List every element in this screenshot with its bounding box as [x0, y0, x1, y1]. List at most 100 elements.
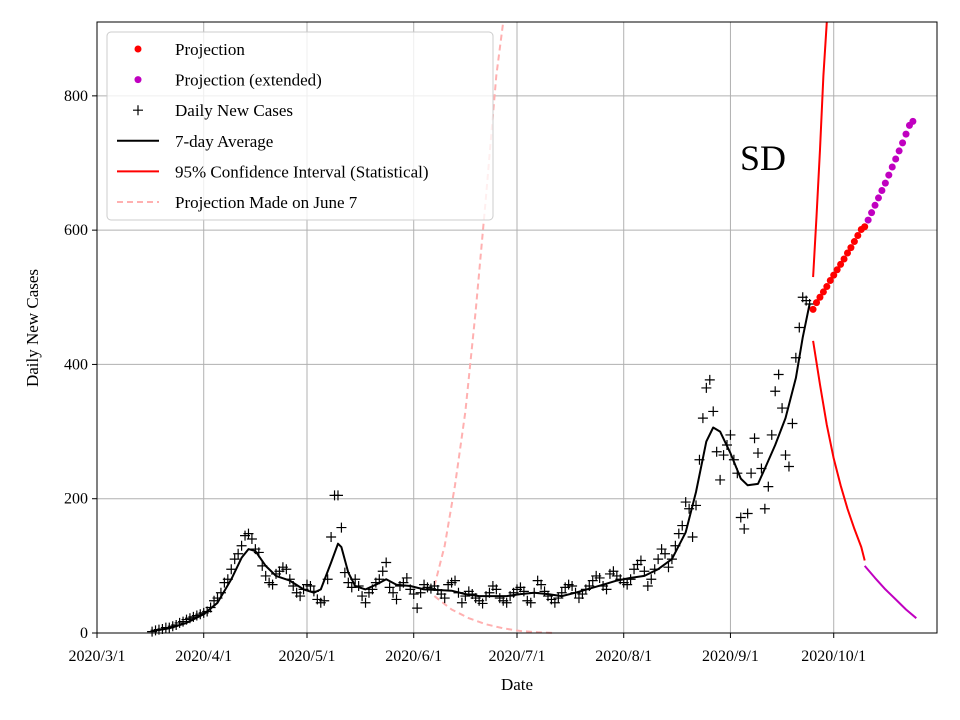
daily-case-marker: [739, 523, 750, 534]
projection-extended-point: [878, 187, 886, 195]
legend-label: Daily New Cases: [175, 101, 293, 120]
y-tick-label: 400: [64, 356, 88, 373]
projection-point: [819, 288, 827, 296]
daily-case-marker: [491, 584, 502, 595]
daily-case-marker: [525, 597, 536, 608]
daily-case-marker: [663, 562, 674, 573]
daily-case-marker: [677, 520, 688, 531]
projection-point: [854, 232, 862, 240]
x-tick-label: 2020/9/1: [702, 648, 759, 665]
daily-case-marker: [267, 579, 278, 590]
daily-case-marker: [780, 450, 791, 461]
daily-case-marker: [622, 579, 633, 590]
projection-point: [843, 249, 851, 257]
projection-extended-point: [868, 209, 876, 217]
daily-case-marker: [281, 564, 292, 575]
y-tick-label: 200: [64, 491, 88, 508]
daily-case-marker: [260, 570, 271, 581]
daily-case-marker: [759, 503, 770, 514]
projection-extended-point: [881, 179, 889, 187]
daily-case-marker: [594, 572, 605, 583]
x-axis-label: Date: [501, 675, 533, 694]
daily-case-marker: [439, 593, 450, 604]
projection-extended-point: [902, 130, 910, 138]
daily-case-marker: [477, 598, 488, 609]
ci-upper-line: [812, 21, 828, 278]
daily-case-marker: [229, 554, 240, 565]
projection-point: [861, 223, 869, 231]
x-tick-label: 2020/4/1: [175, 648, 232, 665]
legend-label: Projection: [175, 40, 245, 59]
daily-case-marker: [673, 528, 684, 539]
seven-day-average-line: [151, 303, 811, 632]
daily-case-marker: [642, 581, 653, 591]
june7-projection-upper: [433, 21, 505, 587]
daily-case-marker: [697, 413, 708, 424]
daily-case-marker: [704, 374, 715, 385]
ci-lower-extended-line: [863, 565, 917, 619]
daily-case-marker: [246, 534, 257, 544]
daily-case-marker: [401, 572, 412, 583]
daily-case-marker: [601, 584, 612, 595]
y-axis-label: Daily New Cases: [23, 269, 42, 387]
projection-extended-point: [909, 117, 917, 125]
y-tick-label: 800: [64, 88, 88, 105]
legend-label: Projection (extended): [175, 71, 322, 90]
daily-case-marker: [243, 528, 254, 539]
daily-case-marker: [412, 603, 423, 614]
projection-point: [830, 271, 838, 279]
daily-case-marker: [408, 589, 419, 600]
daily-case-marker: [711, 446, 722, 457]
daily-case-marker: [381, 557, 392, 568]
ci-lower-line: [812, 340, 866, 561]
projection-point: [847, 244, 855, 252]
daily-case-marker: [725, 429, 736, 440]
projection-extended-point: [892, 155, 900, 163]
daily-case-marker: [749, 433, 760, 444]
daily-case-marker: [236, 540, 247, 551]
projection-point: [840, 255, 848, 263]
daily-case-marker: [660, 548, 671, 559]
x-tick-label: 2020/8/1: [595, 648, 652, 665]
axes: 2020/3/1 2020/4/1 2020/5/1 2020/6/1 2020/7/1…: [64, 88, 866, 665]
daily-case-marker: [766, 429, 777, 440]
daily-case-marker: [680, 497, 691, 508]
daily-case-marker: [787, 418, 798, 429]
x-tick-label: 2020/5/1: [279, 648, 336, 665]
daily-case-marker: [450, 575, 461, 586]
projection-point: [837, 260, 845, 268]
legend-marker-plus: [133, 105, 143, 116]
projection-point: [850, 238, 858, 246]
daily-case-marker: [391, 594, 402, 605]
projection-point: [823, 283, 831, 291]
daily-case-marker: [687, 531, 698, 542]
daily-case-marker: [388, 587, 399, 598]
projection-point: [813, 299, 821, 307]
daily-case-marker: [653, 554, 664, 565]
daily-case-marker: [305, 581, 316, 591]
daily-case-marker: [701, 382, 712, 393]
daily-case-marker: [783, 461, 794, 472]
daily-case-marker: [735, 512, 746, 523]
daily-case-marker: [377, 566, 388, 577]
june7-projection-lower: [433, 595, 555, 634]
daily-case-marker: [639, 566, 650, 577]
daily-case-marker: [715, 474, 726, 485]
y-tick-label: 600: [64, 222, 88, 239]
projection-point: [809, 305, 817, 313]
projection-extended-point: [885, 171, 893, 179]
daily-case-marker: [773, 369, 784, 380]
daily-case-marker: [357, 591, 368, 602]
daily-case-marker: [708, 406, 719, 417]
x-tick-label: 2020/7/1: [489, 648, 546, 665]
daily-case-marker: [456, 597, 467, 608]
x-tick-label: 2020/6/1: [385, 648, 442, 665]
daily-case-marker: [794, 322, 805, 333]
projection-extended-point: [864, 216, 872, 224]
x-tick-label: 2020/3/1: [69, 648, 126, 665]
legend: Projection Projection (extended) Daily New…: [106, 31, 494, 221]
x-tick-label: 2020/10/1: [801, 648, 866, 665]
daily-case-marker: [635, 555, 646, 566]
daily-case-marker: [326, 531, 337, 542]
